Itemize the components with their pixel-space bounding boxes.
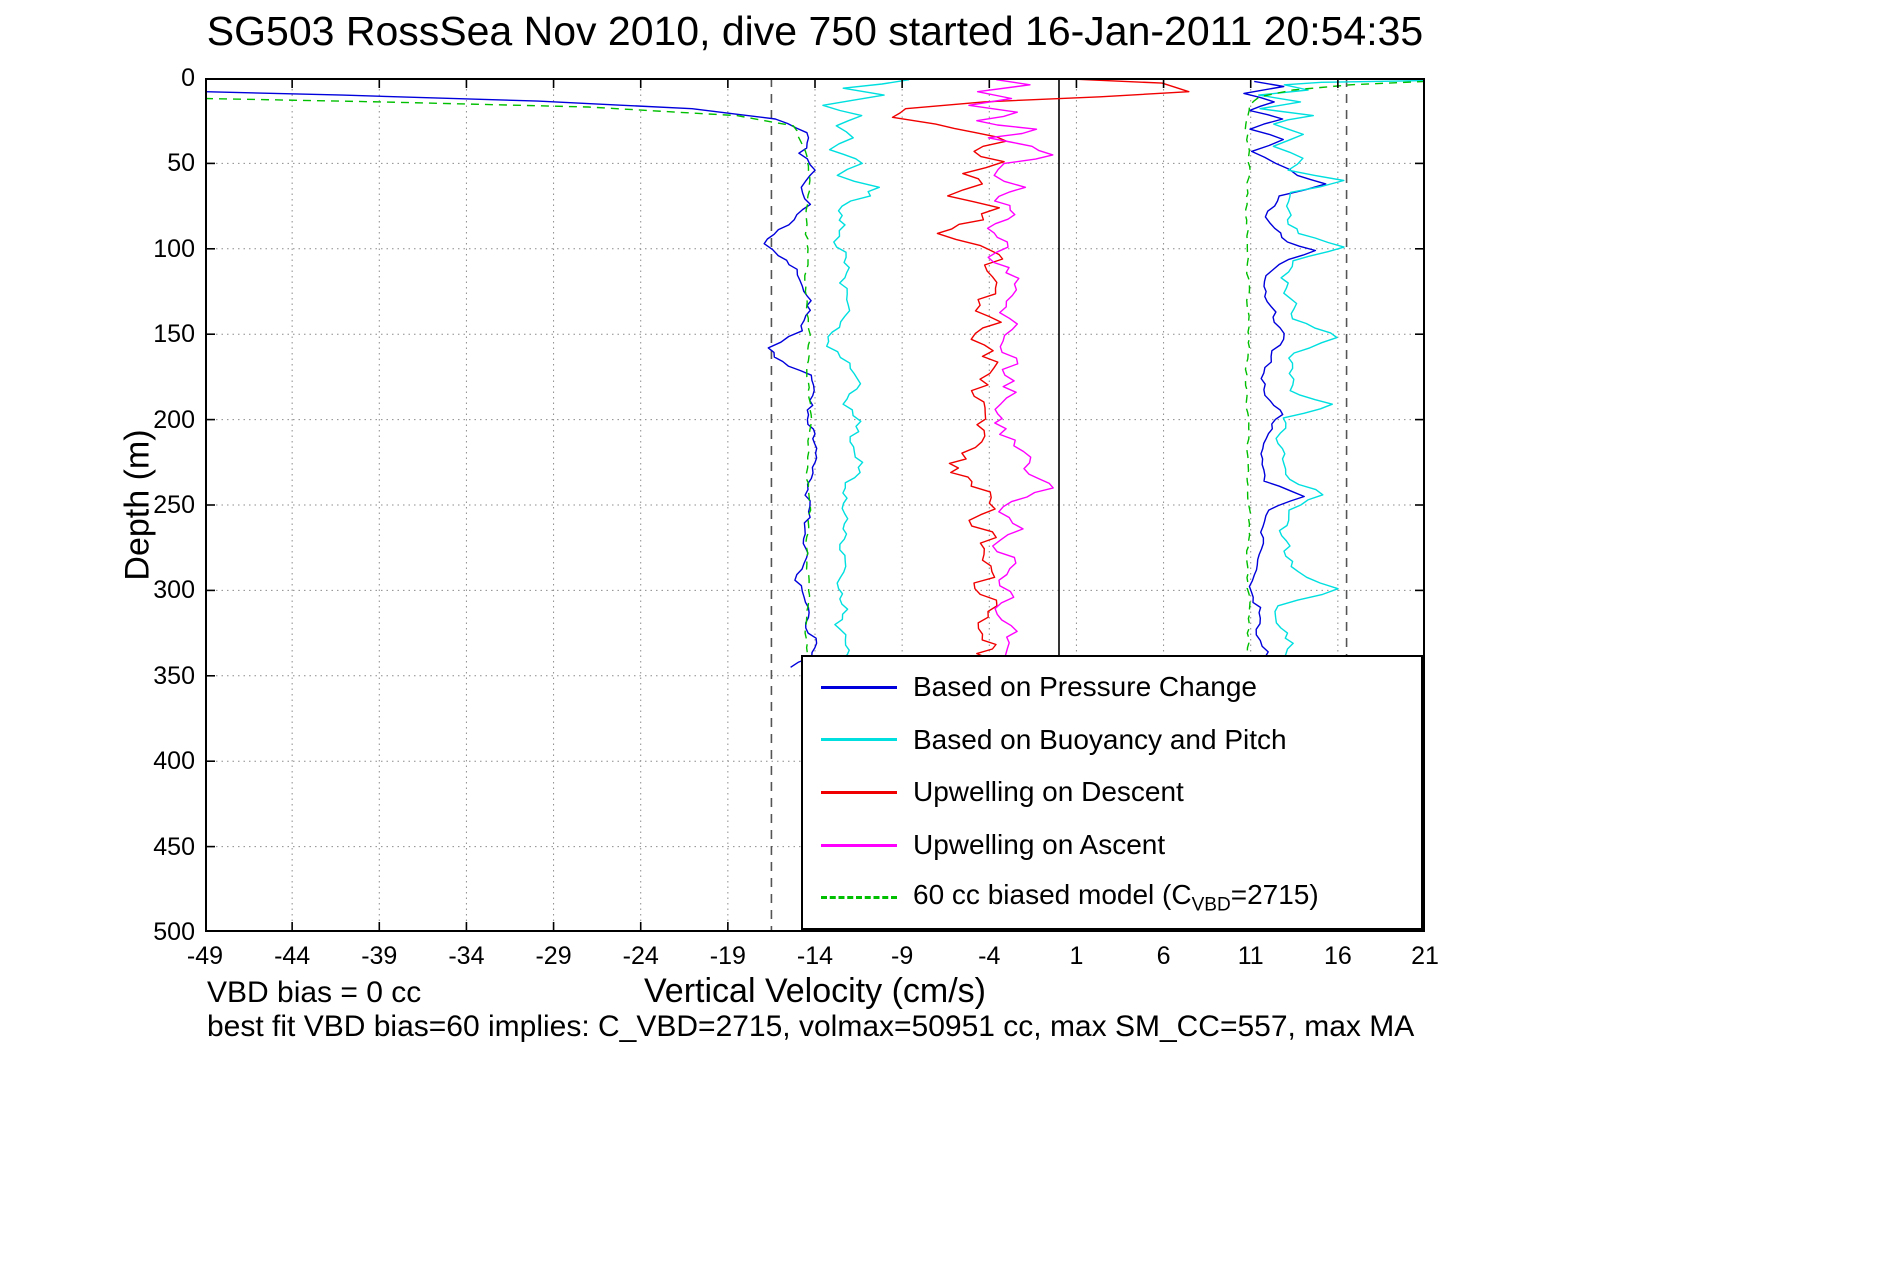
y-tick-label: 100	[153, 234, 195, 263]
legend-line-sample	[821, 843, 897, 847]
legend-line-sample	[821, 896, 897, 900]
y-tick-label: 50	[167, 149, 195, 178]
legend-item-label: 60 cc biased model (CVBD=2715)	[913, 878, 1319, 916]
x-tick-label: -4	[978, 942, 1001, 970]
y-tick-label: 0	[181, 64, 195, 92]
y-tick-label: 150	[153, 320, 195, 349]
y-axis-label: Depth (m)	[118, 429, 157, 581]
y-tick-label: 300	[153, 576, 195, 605]
x-tick-label: 6	[1156, 942, 1171, 970]
data-series-line	[205, 91, 818, 668]
legend-item: Upwelling on Descent	[803, 768, 1421, 816]
legend-item: Upwelling on Ascent	[803, 821, 1421, 869]
x-tick-label: -39	[361, 942, 398, 970]
x-tick-label: -14	[796, 942, 834, 970]
y-tick-label: 350	[153, 661, 195, 690]
legend-item: 60 cc biased model (CVBD=2715)	[803, 874, 1421, 922]
y-tick-label: 450	[153, 832, 195, 861]
x-tick-label: -29	[535, 942, 572, 970]
data-series-line	[891, 78, 1190, 667]
x-tick-label: 11	[1237, 942, 1264, 970]
x-tick-label: 21	[1411, 942, 1439, 970]
y-tick-label: 200	[153, 405, 195, 434]
x-tick-label: -19	[709, 942, 746, 970]
data-series-line	[968, 79, 1054, 666]
legend-line-sample	[821, 685, 897, 689]
x-tick-label: 16	[1323, 942, 1352, 970]
y-tick-label: 250	[153, 491, 195, 519]
legend-line-sample	[821, 738, 897, 742]
data-series-line	[822, 79, 910, 665]
legend-line-sample	[821, 790, 897, 794]
chart-title: SG503 RossSea Nov 2010, dive 750 started…	[206, 8, 1424, 54]
data-series-line	[1257, 79, 1425, 661]
legend: Based on Pressure Change Based on Buoyanc…	[801, 655, 1423, 930]
legend-item-label: Based on Pressure Change	[913, 671, 1257, 703]
x-tick-label: -24	[622, 942, 659, 970]
y-tick-label: 400	[153, 747, 195, 776]
data-series-line	[1244, 80, 1425, 668]
data-series-line	[205, 97, 813, 668]
vbd-bias-annotation: VBD bias = 0 cc	[207, 976, 422, 1009]
x-tick-label: -34	[448, 942, 485, 970]
legend-item: Based on Pressure Change	[803, 663, 1421, 711]
legend-item-label: Based on Buoyancy and Pitch	[913, 723, 1287, 755]
x-tick-label: 1	[1069, 942, 1084, 970]
legend-item-label: Upwelling on Ascent	[913, 829, 1166, 861]
legend-item: Based on Buoyancy and Pitch	[803, 716, 1421, 764]
x-tick-label: -49	[186, 942, 224, 970]
x-axis-label: Vertical Velocity (cm/s)	[644, 972, 986, 1010]
data-series-line	[1243, 80, 1327, 666]
y-tick-label: 500	[153, 918, 195, 946]
x-tick-label: -9	[891, 942, 914, 970]
x-tick-label: -44	[274, 942, 311, 970]
legend-item-label: Upwelling on Descent	[913, 776, 1184, 808]
best-fit-annotation: best fit VBD bias=60 implies: C_VBD=2715…	[207, 1010, 1415, 1043]
